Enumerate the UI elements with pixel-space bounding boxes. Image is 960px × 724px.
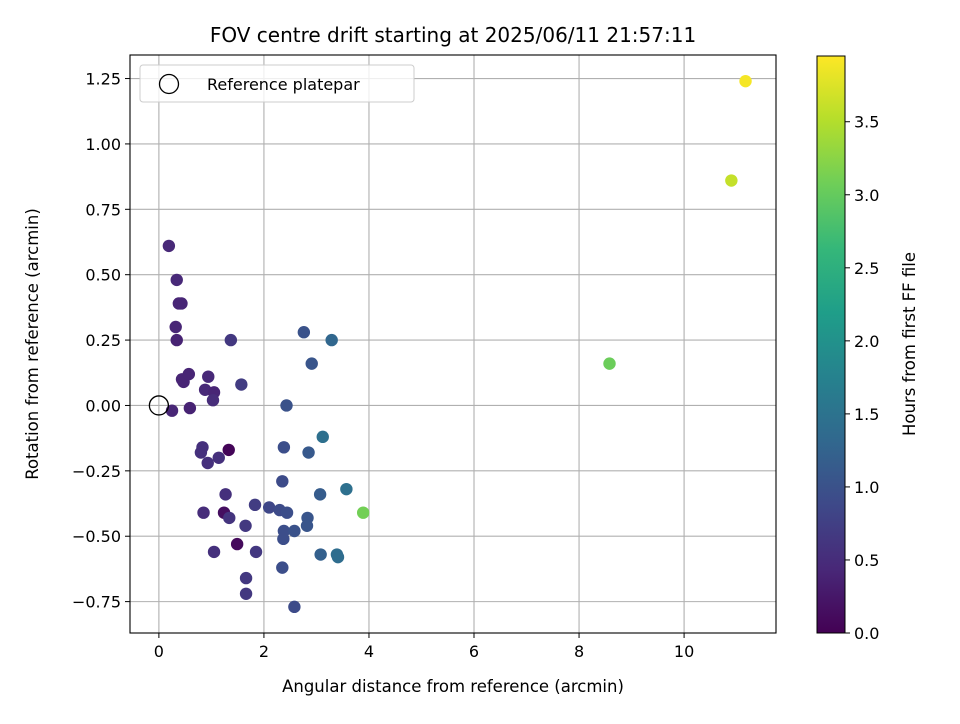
data-point bbox=[340, 482, 353, 496]
data-point bbox=[194, 446, 208, 459]
colorbar-ticks: 0.0 0.5 1.0 1.5 2.0 2.5 3.0 3.5 bbox=[845, 113, 879, 643]
data-point bbox=[305, 357, 318, 370]
data-point bbox=[603, 357, 616, 370]
data-point bbox=[183, 401, 197, 415]
y-tick-label: 0.50 bbox=[85, 266, 121, 285]
y-tick-label: −0.75 bbox=[72, 593, 121, 612]
data-point bbox=[170, 333, 183, 347]
data-point bbox=[197, 506, 210, 519]
colorbar-gradient bbox=[817, 56, 845, 633]
data-point bbox=[280, 506, 294, 519]
y-tick-label: −0.25 bbox=[72, 462, 121, 481]
data-point bbox=[313, 488, 327, 501]
data-point bbox=[212, 451, 225, 464]
colorbar: 0.0 0.5 1.0 1.5 2.0 2.5 3.0 3.5 Hours from firs… bbox=[816, 55, 919, 643]
x-tick-label: 4 bbox=[364, 642, 374, 661]
colorbar-tick-label: 0.5 bbox=[854, 551, 879, 570]
data-point bbox=[316, 430, 329, 444]
data-point bbox=[276, 561, 289, 574]
data-point bbox=[300, 519, 314, 532]
data-point bbox=[219, 488, 232, 501]
legend-reference-marker bbox=[158, 73, 180, 95]
x-axis-ticks: 0 2 4 6 8 10 bbox=[154, 633, 694, 661]
data-point bbox=[162, 239, 176, 253]
x-axis-label: Angular distance from reference (arcmin) bbox=[282, 677, 624, 696]
data-point bbox=[175, 297, 188, 310]
data-point bbox=[314, 548, 327, 561]
data-point bbox=[356, 506, 370, 519]
y-tick-label: −0.50 bbox=[72, 527, 121, 546]
data-point bbox=[239, 587, 253, 600]
data-point bbox=[325, 333, 338, 347]
colorbar-tick-label: 1.0 bbox=[854, 478, 879, 497]
data-point bbox=[182, 367, 196, 381]
data-point bbox=[725, 174, 738, 187]
data-point bbox=[739, 74, 752, 88]
data-point bbox=[277, 441, 291, 454]
data-point bbox=[223, 511, 236, 525]
data-point bbox=[222, 443, 235, 457]
data-point bbox=[249, 545, 263, 559]
data-point bbox=[169, 320, 182, 334]
x-tick-label: 0 bbox=[154, 642, 164, 661]
colorbar-label: Hours from first FF file bbox=[900, 252, 919, 436]
colorbar-tick-label: 2.0 bbox=[854, 332, 879, 351]
data-point bbox=[262, 501, 276, 514]
colorbar-tick-label: 0.0 bbox=[854, 624, 879, 643]
y-tick-label: 0.00 bbox=[85, 396, 121, 415]
data-point bbox=[277, 532, 290, 546]
colorbar-tick-label: 1.5 bbox=[854, 405, 879, 424]
data-point bbox=[280, 399, 293, 412]
data-point bbox=[230, 537, 244, 551]
plot-frame bbox=[129, 54, 777, 634]
grid-lines bbox=[130, 55, 776, 633]
data-point bbox=[288, 600, 301, 614]
y-axis-label: Rotation from reference (arcmin) bbox=[23, 208, 42, 480]
data-point bbox=[288, 524, 301, 538]
data-point bbox=[276, 475, 289, 488]
chart-title: FOV centre drift starting at 2025/06/11 … bbox=[210, 23, 696, 47]
x-tick-label: 2 bbox=[259, 642, 269, 661]
data-point bbox=[239, 571, 253, 585]
data-point bbox=[170, 273, 183, 287]
legend-box bbox=[139, 64, 415, 103]
legend: Reference platepar bbox=[139, 64, 415, 103]
data-point bbox=[239, 519, 252, 532]
data-point bbox=[165, 404, 179, 417]
reference-marker bbox=[148, 395, 170, 416]
data-point bbox=[302, 446, 315, 459]
data-point bbox=[224, 333, 238, 347]
data-point bbox=[235, 378, 248, 391]
colorbar-frame bbox=[816, 55, 846, 634]
y-tick-label: 1.25 bbox=[85, 70, 121, 89]
y-axis-ticks: −0.75 −0.50 −0.25 0.00 0.25 0.50 0.75 1.00 1.25 bbox=[72, 70, 130, 612]
data-point bbox=[207, 545, 221, 559]
legend-reference-label: Reference platepar bbox=[207, 75, 360, 94]
x-tick-label: 6 bbox=[469, 642, 479, 661]
data-point bbox=[248, 498, 262, 512]
colorbar-tick-label: 3.5 bbox=[854, 113, 879, 132]
data-point bbox=[202, 370, 215, 383]
x-tick-label: 10 bbox=[674, 642, 694, 661]
colorbar-tick-label: 2.5 bbox=[854, 259, 879, 278]
data-point bbox=[297, 326, 311, 339]
colorbar-tick-label: 3.0 bbox=[854, 186, 879, 205]
y-tick-label: 0.25 bbox=[85, 331, 121, 350]
data-point bbox=[201, 456, 214, 470]
data-points bbox=[148, 74, 752, 614]
data-point bbox=[206, 394, 220, 407]
data-point bbox=[331, 550, 345, 564]
x-tick-label: 8 bbox=[574, 642, 584, 661]
y-tick-label: 1.00 bbox=[85, 135, 121, 154]
y-tick-label: 0.75 bbox=[85, 200, 121, 219]
